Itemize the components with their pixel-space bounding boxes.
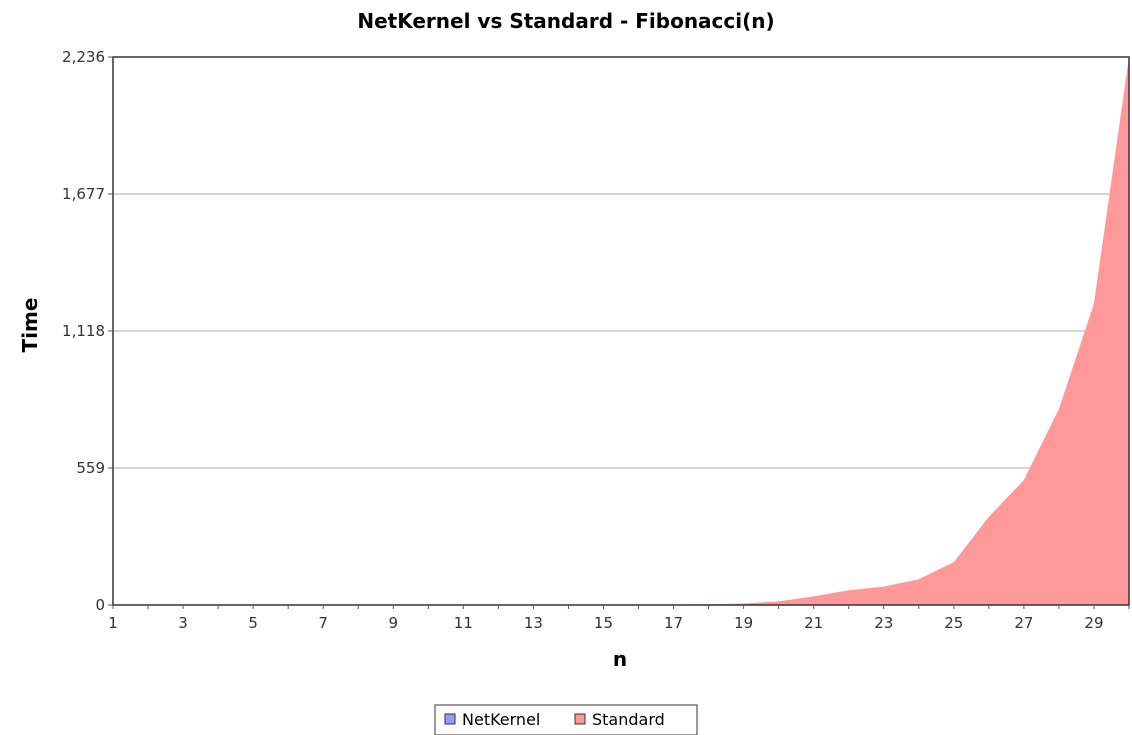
series-areas <box>113 57 1129 605</box>
x-tick-label: 5 <box>248 614 258 632</box>
area-series-standard <box>113 57 1129 605</box>
x-tick-label: 13 <box>524 614 543 632</box>
y-axis-label: Time <box>18 298 42 353</box>
x-tick-label: 7 <box>318 614 328 632</box>
x-tick-label: 29 <box>1084 614 1103 632</box>
y-axis-ticks: 0 559 1,118 1,677 2,236 <box>62 48 113 614</box>
x-tick-label: 27 <box>1014 614 1033 632</box>
y-tick-label: 1,118 <box>62 322 105 340</box>
x-tick-label: 21 <box>804 614 823 632</box>
x-tick-label: 19 <box>734 614 753 632</box>
x-tick-label: 23 <box>874 614 893 632</box>
x-axis-label: n <box>613 647 627 671</box>
legend-label-standard: Standard <box>592 710 665 729</box>
x-axis-ticks: 1 3 5 7 9 11 13 15 17 19 21 23 25 27 29 <box>108 605 1130 632</box>
chart-title: NetKernel vs Standard - Fibonacci(n) <box>357 9 774 33</box>
x-tick-label: 9 <box>389 614 399 632</box>
y-tick-label: 2,236 <box>62 48 105 66</box>
x-tick-label: 25 <box>944 614 963 632</box>
legend-swatch-netkernel <box>444 713 456 725</box>
legend: NetKernel Standard <box>434 704 698 735</box>
y-tick-label: 0 <box>95 596 105 614</box>
x-tick-label: 1 <box>108 614 118 632</box>
y-tick-label: 559 <box>76 459 105 477</box>
gridlines <box>113 193 1129 469</box>
x-tick-label: 3 <box>178 614 188 632</box>
x-tick-label: 17 <box>664 614 683 632</box>
legend-label-netkernel: NetKernel <box>462 710 540 729</box>
x-tick-label: 15 <box>594 614 613 632</box>
x-tick-label: 11 <box>454 614 473 632</box>
y-tick-label: 1,677 <box>62 185 105 203</box>
legend-swatch-standard <box>574 713 586 725</box>
legend-box <box>434 704 698 735</box>
